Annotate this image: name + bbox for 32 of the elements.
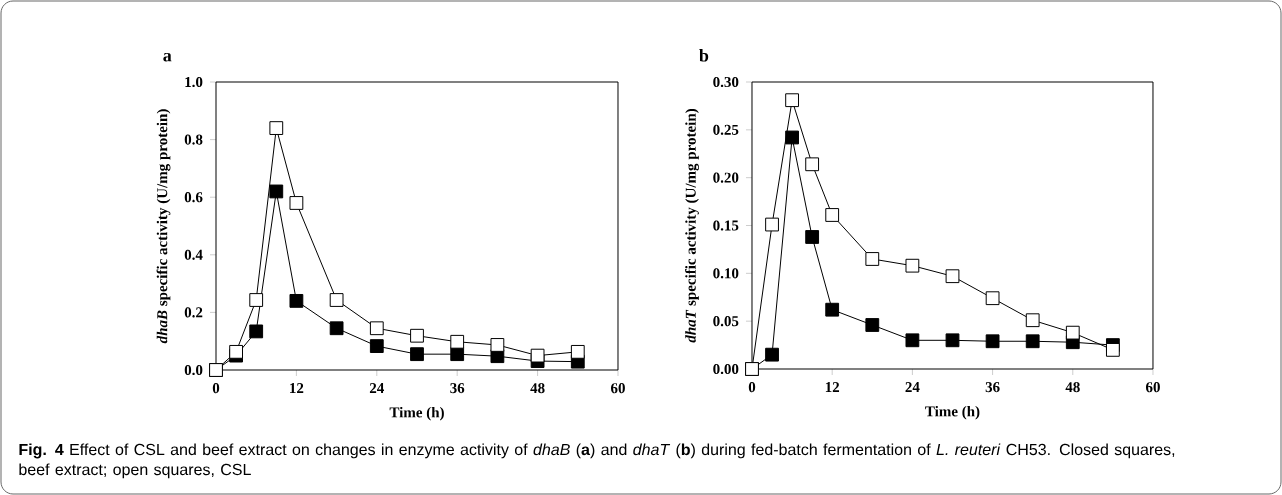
x-axis-title: Time (h) [389, 406, 444, 421]
x-tick-label: 60 [1145, 382, 1160, 393]
chart-title: b [699, 48, 709, 62]
x-tick-label: 48 [1065, 382, 1080, 393]
x-tick-label: 36 [450, 383, 465, 394]
y-axis-title: dhaT specific activity (U/mg protein) [685, 108, 699, 343]
x-tick-label: 36 [985, 382, 1000, 393]
y-tick-label: 0.2 [184, 307, 203, 318]
y-tick-label: 0.8 [184, 134, 203, 145]
x-tick-label: 24 [905, 382, 920, 392]
text: Fig. 4 Effect of CSL and beef extract on changes in enzyme activity of dhaB (a) and dhaT (b) during fed-batch fermentation of L. reuteri CH53. Closed squares, beef extract; open squares, CSL [19, 443, 1175, 479]
y-tick-label: 0.20 [713, 172, 739, 183]
y-tick-label: 0.05 [713, 316, 739, 327]
y-tick-label: 0.6 [184, 192, 203, 203]
y-tick-label: 0.25 [713, 124, 739, 135]
y-tick-label: 0.00 [713, 363, 739, 375]
y-tick-label: 1.0 [185, 76, 203, 88]
y-tick-label: 0.30 [713, 76, 739, 88]
x-tick-label: 48 [530, 383, 545, 394]
x-tick-label: 12 [825, 382, 840, 392]
x-tick-label: 0 [212, 383, 220, 394]
x-tick-label: 12 [290, 383, 304, 393]
x-axis-title: Time (h) [925, 405, 980, 420]
y-axis-title: dhaB specific activity (U/mg protein) [156, 109, 171, 344]
y-tick-label: 0.10 [713, 268, 739, 279]
x-tick-label: 60 [610, 383, 625, 394]
y-tick-label: 0.0 [184, 364, 203, 376]
x-tick-label: 24 [369, 383, 385, 393]
y-tick-label: 0.4 [184, 249, 203, 260]
y-tick-label: 0.15 [713, 220, 739, 231]
chart-title: a [163, 52, 172, 62]
x-tick-label: 0 [748, 382, 756, 393]
